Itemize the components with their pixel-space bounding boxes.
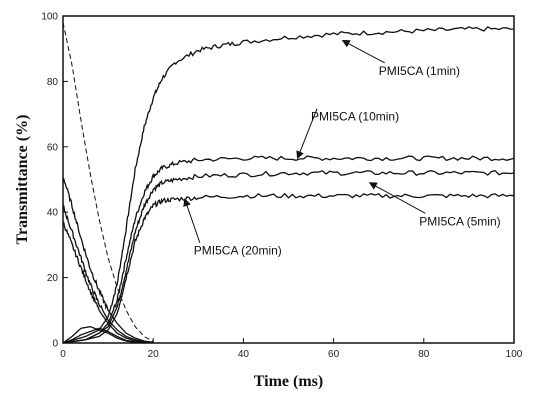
annotation-arrow	[368, 182, 426, 214]
annotation-arrow	[341, 40, 385, 64]
series-line-2	[62, 169, 515, 344]
x-tick-label: 20	[148, 349, 160, 360]
series-line-4	[62, 22, 154, 342]
series-layer	[62, 22, 515, 344]
tick-layer: 0 20 40 60 80 100 0 20 40 60 80 100	[41, 12, 522, 361]
plot-frame	[62, 15, 515, 344]
x-tick-label: 40	[238, 349, 250, 360]
annotation-label: PMI5CA (10min)	[311, 110, 399, 124]
x-tick-label: 0	[60, 349, 66, 360]
y-tick-label: 0	[52, 339, 58, 350]
x-tick-label: 80	[418, 349, 430, 360]
annotation-label: PMI5CA (1min)	[379, 64, 460, 78]
x-tick-label: 60	[328, 349, 340, 360]
series-line-9	[62, 327, 145, 344]
y-tick-label: 60	[47, 142, 59, 153]
series-line-5	[62, 177, 154, 343]
y-axis-title: Transmittance (%)	[14, 115, 31, 245]
series-line-7	[62, 221, 154, 344]
series-line-6	[62, 204, 154, 344]
y-tick-label: 20	[47, 273, 59, 284]
y-tick-label: 40	[47, 208, 59, 219]
annotation-label: PMI5CA (5min)	[419, 214, 500, 228]
series-line-3	[62, 192, 515, 344]
x-axis-title: Time (ms)	[254, 373, 323, 390]
annotation-label: PMI5CA (20min)	[194, 244, 282, 258]
y-tick-label: 100	[41, 12, 58, 23]
annotation-arrow	[296, 108, 318, 160]
annotation-layer: PMI5CA (1min) PMI5CA (10min) PMI5CA (5min)…	[183, 40, 501, 258]
x-tick-label: 100	[506, 349, 523, 360]
annotation-arrow	[183, 198, 201, 243]
y-tick-label: 80	[47, 77, 59, 88]
